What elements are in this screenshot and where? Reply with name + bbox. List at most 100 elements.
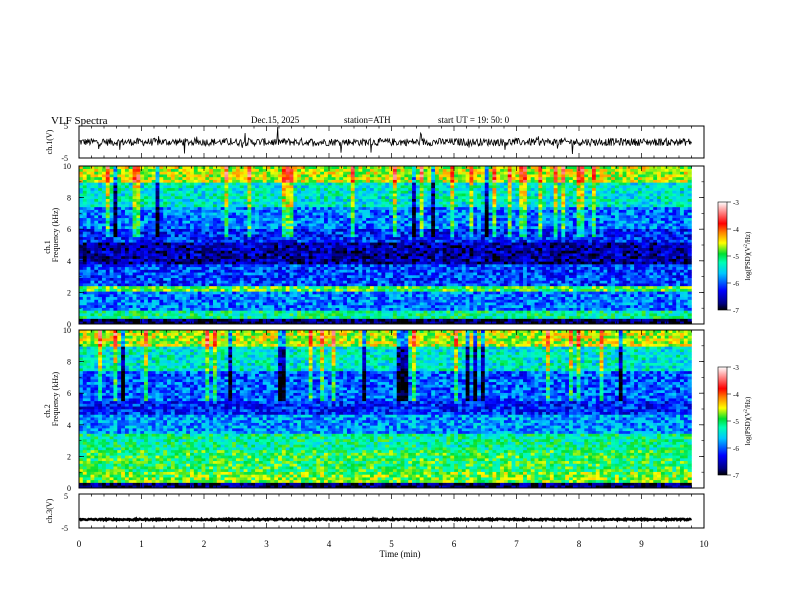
spectrogram-cell (546, 250, 551, 254)
spectrogram-cell (557, 250, 562, 254)
spectrogram-cell (362, 255, 367, 259)
spectrogram-cell (680, 302, 685, 306)
spectrogram-cell (553, 274, 558, 278)
spectrogram-cell (630, 247, 635, 251)
spectrogram-cell (105, 307, 110, 311)
spectrogram-cell (511, 258, 516, 262)
spectrogram-cell (316, 253, 321, 257)
spectrogram-cell (412, 274, 417, 278)
spectrogram-cell (358, 302, 363, 306)
spectrogram-cell (235, 242, 241, 246)
spectrogram-cell (461, 250, 466, 254)
spectrogram-cell (500, 277, 505, 281)
spectrogram-cell (205, 250, 210, 254)
spectrogram-cell (385, 274, 390, 278)
spectrogram-cell (228, 261, 233, 265)
spectrogram-cell (209, 277, 214, 281)
spectrogram-cell (86, 307, 91, 311)
spectrogram-cell (124, 294, 130, 298)
spectrogram-cell (595, 302, 600, 306)
spectrogram-cell (293, 264, 298, 268)
spectrogram-cell (450, 245, 455, 249)
spectrogram-cell (500, 296, 505, 300)
spectrogram-cell (243, 272, 248, 276)
spectrogram-cell (588, 313, 593, 317)
spectrogram-cell (247, 310, 252, 314)
spectrogram-cell (419, 315, 424, 319)
spectrogram-cell (400, 302, 405, 306)
spectrogram-cell (346, 280, 352, 284)
spectrogram-cell (461, 288, 466, 292)
spectrogram-cell (618, 269, 623, 273)
spectrogram-cell (549, 269, 554, 273)
spectrogram-cell (389, 321, 394, 325)
spectrogram-cell (79, 264, 84, 268)
spectrogram-cell (350, 302, 355, 306)
spectrogram-cell (293, 315, 298, 319)
spectrogram-cell (595, 313, 600, 317)
spectrogram-cell (546, 280, 551, 284)
spectrogram-cell (105, 258, 110, 262)
spectrogram-cell (258, 315, 264, 319)
spectrogram-cell (281, 321, 287, 325)
spectrogram-cell (599, 280, 604, 284)
spectrogram-cell (308, 258, 313, 262)
spectrogram-cell (588, 280, 593, 284)
spectrogram-cell (385, 261, 390, 265)
spectrogram-cell (618, 250, 623, 254)
spectrogram-cell (209, 299, 214, 303)
spectrogram-cell (155, 299, 160, 303)
spectrogram-cell (239, 266, 244, 270)
spectrogram-cell (86, 318, 91, 322)
spectrogram-cell (247, 245, 252, 249)
spectrogram-cell (132, 253, 137, 257)
spectrogram-cell (174, 264, 179, 268)
spectrogram-cell (167, 250, 172, 254)
spectrogram-cell (243, 264, 248, 268)
spectrogram-cell (82, 288, 87, 292)
spectrogram-cell (216, 261, 221, 265)
spectrogram-cell (492, 315, 497, 319)
spectrogram-cell (327, 269, 332, 273)
spectrogram-cell (159, 302, 164, 306)
spectrogram-cell (82, 274, 87, 278)
spectrogram-cell (216, 291, 221, 295)
spectrogram-cell (235, 294, 241, 298)
spectrogram-cell (683, 304, 688, 308)
spectrogram-cell (584, 250, 589, 254)
spectrogram-cell (446, 310, 451, 314)
spectrogram-cell (316, 280, 321, 284)
spectrogram-cell (477, 274, 482, 278)
spectrogram-cell (324, 285, 329, 289)
spectrogram-cell (109, 250, 114, 254)
spectrogram-cell (492, 288, 497, 292)
spectrogram-cell (599, 245, 604, 249)
spectrogram-cell (660, 274, 666, 278)
spectrogram-cell (553, 299, 558, 303)
spectrogram-cell (584, 285, 589, 289)
spectrogram-cell (622, 264, 627, 268)
spectrogram-cell (435, 277, 440, 281)
spectrogram-cell (350, 283, 355, 287)
spectrogram-cell (607, 304, 612, 308)
spectrogram-cell (262, 280, 267, 284)
spectrogram-cell (546, 277, 551, 281)
spectrogram-cell (446, 277, 451, 281)
spectrogram-cell (147, 274, 153, 278)
spectrogram-cell (381, 307, 386, 311)
spectrogram-cell (369, 255, 375, 259)
spectrogram-cell (377, 315, 382, 319)
spectrogram-cell (281, 315, 287, 319)
spectrogram-cell (599, 313, 604, 317)
spectrogram-cell (193, 288, 198, 292)
spectrogram-cell (626, 264, 631, 268)
spectrogram-cell (235, 280, 241, 284)
spectrogram-cell (660, 255, 666, 259)
spectrogram-cell (101, 261, 107, 265)
spectrogram-cell (565, 242, 570, 246)
spectrogram-cell (354, 261, 359, 265)
spectrogram-cell (442, 264, 447, 268)
spectrogram-cell (561, 269, 566, 273)
spectrogram-cell (101, 258, 107, 262)
spectrogram-cell (324, 266, 329, 270)
